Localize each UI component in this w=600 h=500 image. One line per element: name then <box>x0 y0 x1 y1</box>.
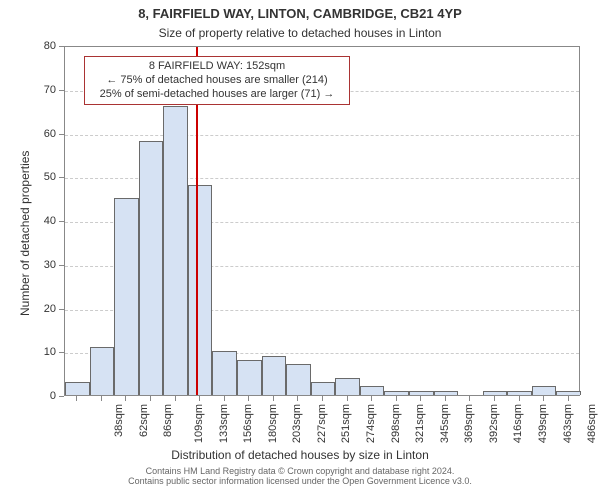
y-tick-label: 60 <box>16 128 56 140</box>
x-tick-mark <box>420 396 421 401</box>
x-tick-mark <box>543 396 544 401</box>
histogram-bar <box>335 378 360 396</box>
x-tick-label: 133sqm <box>218 404 230 443</box>
x-tick-mark <box>199 396 200 401</box>
y-tick-mark <box>59 46 64 47</box>
x-tick-label: 321sqm <box>414 404 426 443</box>
chart-title: 8, FAIRFIELD WAY, LINTON, CAMBRIDGE, CB2… <box>0 6 600 21</box>
annotation-line-2: ← 75% of detached houses are smaller (21… <box>93 74 341 88</box>
y-tick-mark <box>59 90 64 91</box>
annotation-line-1: 8 FAIRFIELD WAY: 152sqm <box>93 60 341 74</box>
y-tick-mark <box>59 134 64 135</box>
histogram-bar <box>286 364 311 395</box>
x-tick-mark <box>371 396 372 401</box>
histogram-bar <box>188 185 213 395</box>
y-tick-label: 80 <box>16 40 56 52</box>
histogram-bar <box>532 386 557 395</box>
histogram-bar <box>163 106 188 395</box>
x-tick-label: 416sqm <box>513 404 525 443</box>
x-tick-label: 86sqm <box>162 404 174 437</box>
grid-line <box>65 135 579 136</box>
y-tick-mark <box>59 221 64 222</box>
x-tick-mark <box>322 396 323 401</box>
x-tick-label: 251sqm <box>341 404 353 443</box>
x-tick-label: 392sqm <box>488 404 500 443</box>
x-tick-mark <box>248 396 249 401</box>
x-tick-label: 227sqm <box>316 404 328 443</box>
histogram-bar <box>360 386 385 395</box>
y-tick-mark <box>59 396 64 397</box>
x-tick-mark <box>297 396 298 401</box>
x-tick-mark <box>76 396 77 401</box>
y-tick-mark <box>59 309 64 310</box>
x-tick-mark <box>519 396 520 401</box>
histogram-bar <box>507 391 532 395</box>
x-tick-label: 274sqm <box>365 404 377 443</box>
histogram-bar <box>409 391 434 395</box>
y-tick-label: 30 <box>16 259 56 271</box>
x-tick-label: 38sqm <box>113 404 125 437</box>
x-tick-label: 369sqm <box>463 404 475 443</box>
annotation-box: 8 FAIRFIELD WAY: 152sqm ← 75% of detache… <box>84 56 350 105</box>
y-tick-mark <box>59 265 64 266</box>
histogram-bar <box>311 382 336 395</box>
y-tick-label: 20 <box>16 303 56 315</box>
histogram-bar <box>139 141 164 395</box>
x-tick-mark <box>469 396 470 401</box>
histogram-bar <box>114 198 139 395</box>
x-tick-label: 109sqm <box>193 404 205 443</box>
x-tick-mark <box>568 396 569 401</box>
y-tick-mark <box>59 352 64 353</box>
histogram-bar <box>262 356 287 395</box>
x-tick-mark <box>125 396 126 401</box>
histogram-bar <box>384 391 409 395</box>
footnote-line-2: Contains public sector information licen… <box>0 476 600 486</box>
annotation-line-3: 25% of semi-detached houses are larger (… <box>93 88 341 102</box>
x-tick-mark <box>101 396 102 401</box>
x-tick-label: 203sqm <box>291 404 303 443</box>
x-tick-mark <box>494 396 495 401</box>
y-tick-label: 70 <box>16 84 56 96</box>
x-tick-label: 298sqm <box>390 404 402 443</box>
x-tick-label: 486sqm <box>586 404 598 443</box>
y-tick-label: 50 <box>16 171 56 183</box>
x-tick-mark <box>175 396 176 401</box>
x-tick-label: 345sqm <box>439 404 451 443</box>
x-tick-label: 463sqm <box>562 404 574 443</box>
x-tick-label: 439sqm <box>537 404 549 443</box>
x-tick-label: 156sqm <box>242 404 254 443</box>
chart-root: 8, FAIRFIELD WAY, LINTON, CAMBRIDGE, CB2… <box>0 0 600 500</box>
x-tick-mark <box>396 396 397 401</box>
histogram-bar <box>237 360 262 395</box>
histogram-bar <box>556 391 581 395</box>
x-axis-label: Distribution of detached houses by size … <box>0 448 600 462</box>
x-tick-mark <box>445 396 446 401</box>
footnote-line-1: Contains HM Land Registry data © Crown c… <box>0 466 600 476</box>
y-tick-label: 40 <box>16 215 56 227</box>
histogram-bar <box>483 391 508 395</box>
x-tick-mark <box>150 396 151 401</box>
x-tick-label: 180sqm <box>267 404 279 443</box>
histogram-bar <box>212 351 237 395</box>
histogram-bar <box>434 391 459 395</box>
y-tick-mark <box>59 177 64 178</box>
histogram-bar <box>90 347 115 395</box>
x-tick-mark <box>224 396 225 401</box>
y-tick-label: 10 <box>16 346 56 358</box>
x-tick-mark <box>273 396 274 401</box>
chart-subtitle: Size of property relative to detached ho… <box>0 26 600 40</box>
histogram-bar <box>65 382 90 395</box>
y-tick-label: 0 <box>16 390 56 402</box>
x-tick-mark <box>347 396 348 401</box>
footnote: Contains HM Land Registry data © Crown c… <box>0 466 600 486</box>
x-tick-label: 62sqm <box>138 404 150 437</box>
